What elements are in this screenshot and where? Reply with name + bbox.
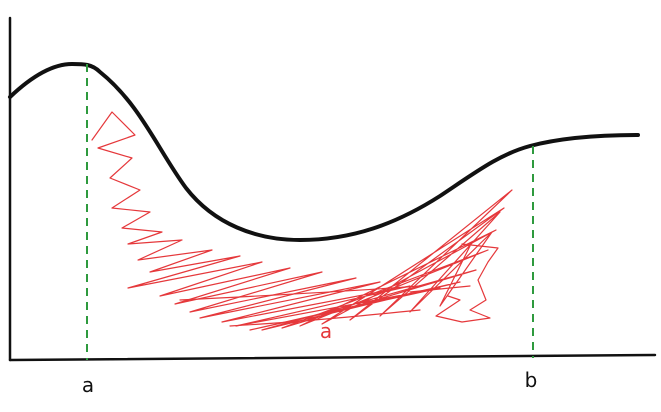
function-curve [8,62,640,242]
shaded-area-scribble [91,111,513,331]
x-axis [8,353,657,362]
left-bound-label: a [82,373,94,397]
area-label: a [320,319,332,343]
right-bound-label: b [525,368,538,392]
shaded-area-scribble-extra [179,285,471,327]
